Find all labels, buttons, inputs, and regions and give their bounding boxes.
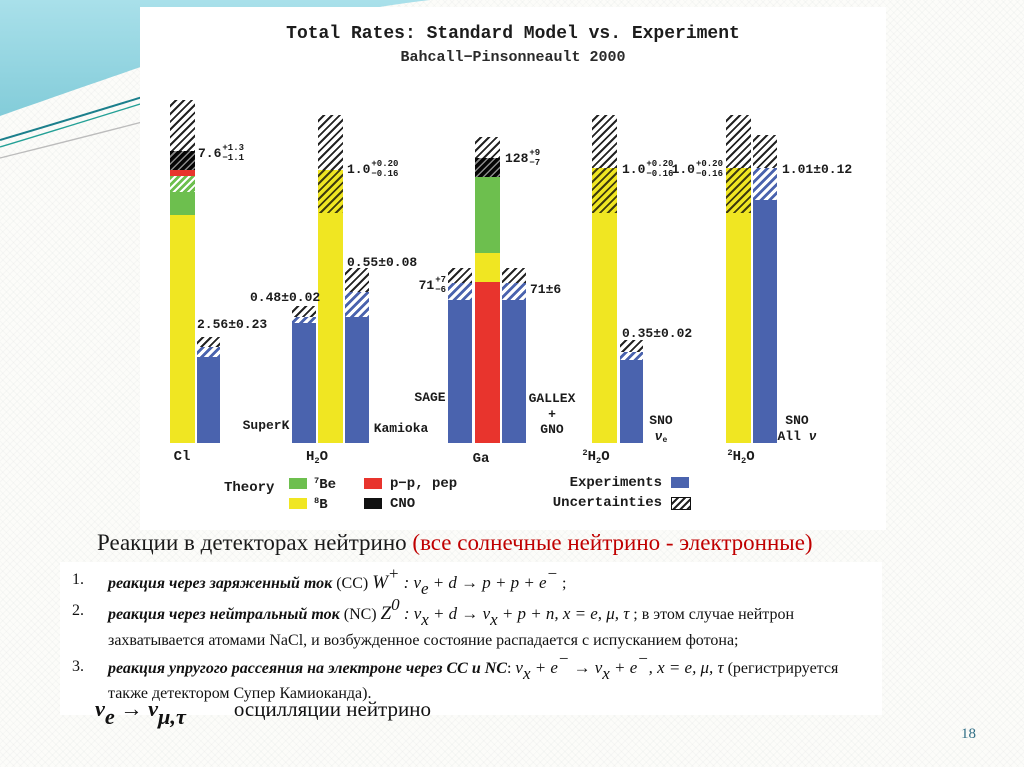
bar-segment (726, 213, 751, 443)
axis-target-label: Cl (173, 449, 191, 465)
bar-value-label: 71±6 (530, 282, 562, 297)
oscillation-line: νe → νμ,τ осцилляции нейтрино (95, 696, 431, 729)
list-item-text: реакция через заряженный ток (CC) W+ : ν… (108, 563, 567, 598)
bar-segment (592, 168, 617, 213)
bar-segment (292, 306, 316, 317)
list-item-number: 2. (72, 602, 84, 620)
legend-swatch-pp-pep (364, 478, 382, 489)
bar-value-label: 0.35±0.02 (622, 326, 693, 341)
detector-label: SuperK (242, 418, 290, 433)
detector-label: Kamioka (373, 421, 429, 436)
legend-swatch-CNO (364, 498, 382, 509)
bar-value-label: 128 +9 −7 (505, 148, 541, 168)
bar-segment (345, 292, 369, 317)
bar-segment (318, 170, 343, 213)
bar-segment (170, 151, 195, 170)
axis-target-label: 2H2O (727, 448, 755, 467)
bar-segment (726, 115, 751, 168)
legend-swatch-8B (289, 498, 307, 509)
bar-value-label: 1.0 +0.20 −0.16 (671, 159, 723, 179)
legend-label-uncertainties: Uncertainties (552, 495, 662, 511)
bar-value-label: 7.6 +1.3 −1.1 (198, 143, 245, 163)
bar-segment (502, 283, 526, 300)
axis-target-label: Ga (472, 451, 490, 467)
bar-segment (726, 168, 751, 213)
bar-segment (170, 100, 195, 151)
bar-segment (318, 213, 343, 443)
bar-segment (292, 323, 316, 443)
list-item: 3. реакция упругого рассеяния на электро… (60, 648, 882, 707)
legend-swatch-experiments (671, 477, 689, 488)
bar-segment (170, 176, 195, 192)
chart-subtitle: Bahcall−Pinsonneault 2000 (400, 49, 626, 66)
bar-segment (448, 283, 472, 300)
oscillation-formula: νe → νμ,τ (95, 696, 186, 729)
legend-label-pp-pep: p−p, pep (390, 476, 458, 492)
axis-target-label: H2O (305, 449, 329, 467)
bar-segment (170, 215, 195, 443)
legend-swatch-uncertainties (671, 497, 691, 510)
bar-segment (475, 253, 500, 282)
bar-segment (592, 115, 617, 168)
bar-segment (753, 200, 777, 443)
oscillation-label: осцилляции нейтрино (233, 697, 431, 721)
bar-segment (197, 337, 220, 347)
bar-segment (620, 340, 643, 352)
bar-segment (345, 268, 369, 292)
legend-label-experiments: Experiments (569, 475, 662, 491)
list-item: 2. реакция через нейтральный ток (NC) Z0… (60, 594, 882, 653)
bar-value-label: 1.0 +0.20 −0.16 (622, 159, 674, 179)
bar-segment (502, 300, 526, 443)
page-number: 18 (961, 726, 976, 742)
bar-segment (620, 352, 643, 360)
bar-value-label: 2.56±0.23 (197, 317, 268, 332)
bar-segment (170, 192, 195, 215)
axis-target-label: 2H2O (582, 448, 610, 467)
bar-value-label: 1.01±0.12 (782, 162, 853, 177)
legend-label-CNO: CNO (390, 496, 416, 512)
bar-segment (448, 268, 472, 283)
bar-segment (475, 282, 500, 443)
bar-segment (475, 177, 500, 253)
list-item-text: реакция через нейтральный ток (NC) Z0 : … (108, 594, 795, 649)
bar-segment (318, 115, 343, 170)
legend-swatch-7Be (289, 478, 307, 489)
bar-value-label: 1.0 +0.20 −0.16 (347, 159, 399, 179)
list-item-number: 1. (72, 571, 84, 588)
bar-segment (292, 317, 316, 323)
detector-label: GALLEX + GNO (528, 391, 576, 438)
bar-segment (197, 357, 220, 443)
bar-segment (475, 137, 500, 158)
bar-segment (620, 360, 643, 443)
bar-segment (753, 168, 777, 200)
legend-label-7Be: 7Be (314, 476, 337, 493)
detector-label: SAGE (414, 390, 446, 405)
list-item-text: реакция упругого рассеяния на электроне … (108, 648, 839, 703)
bar-segment (448, 300, 472, 443)
legend-theory-label: Theory (224, 480, 275, 496)
slide-heading: Реакции в детекторах нейтрино (все солне… (97, 530, 813, 555)
list-item: 1. реакция через заряженный ток (CC) W+ … (60, 563, 882, 598)
bar-value-label: 71 +7 −6 (418, 275, 446, 295)
bar-segment (592, 213, 617, 443)
legend-label-8B: 8B (314, 496, 328, 513)
bar-segment (502, 268, 526, 283)
detector-label: SNO All ν (777, 413, 817, 444)
bar-chart: 7.6 +1.3 −1.1 2.56±0.23 0.48±0.02 1.0 +0.20 −0.… (170, 100, 853, 467)
bar-segment (170, 170, 195, 176)
detector-label: SNO νe (649, 413, 673, 446)
bar-segment (475, 158, 500, 177)
bar-segment (753, 135, 777, 168)
bar-segment (345, 317, 369, 443)
bar-value-label: 0.55±0.08 (347, 255, 418, 270)
reaction-list: 1. реакция через заряженный ток (CC) W+ … (60, 562, 882, 715)
chart-title: Total Rates: Standard Model vs. Experime… (286, 24, 740, 44)
bar-value-label: 0.48±0.02 (250, 290, 321, 305)
list-item-number: 3. (72, 658, 84, 676)
bar-segment (197, 347, 220, 357)
